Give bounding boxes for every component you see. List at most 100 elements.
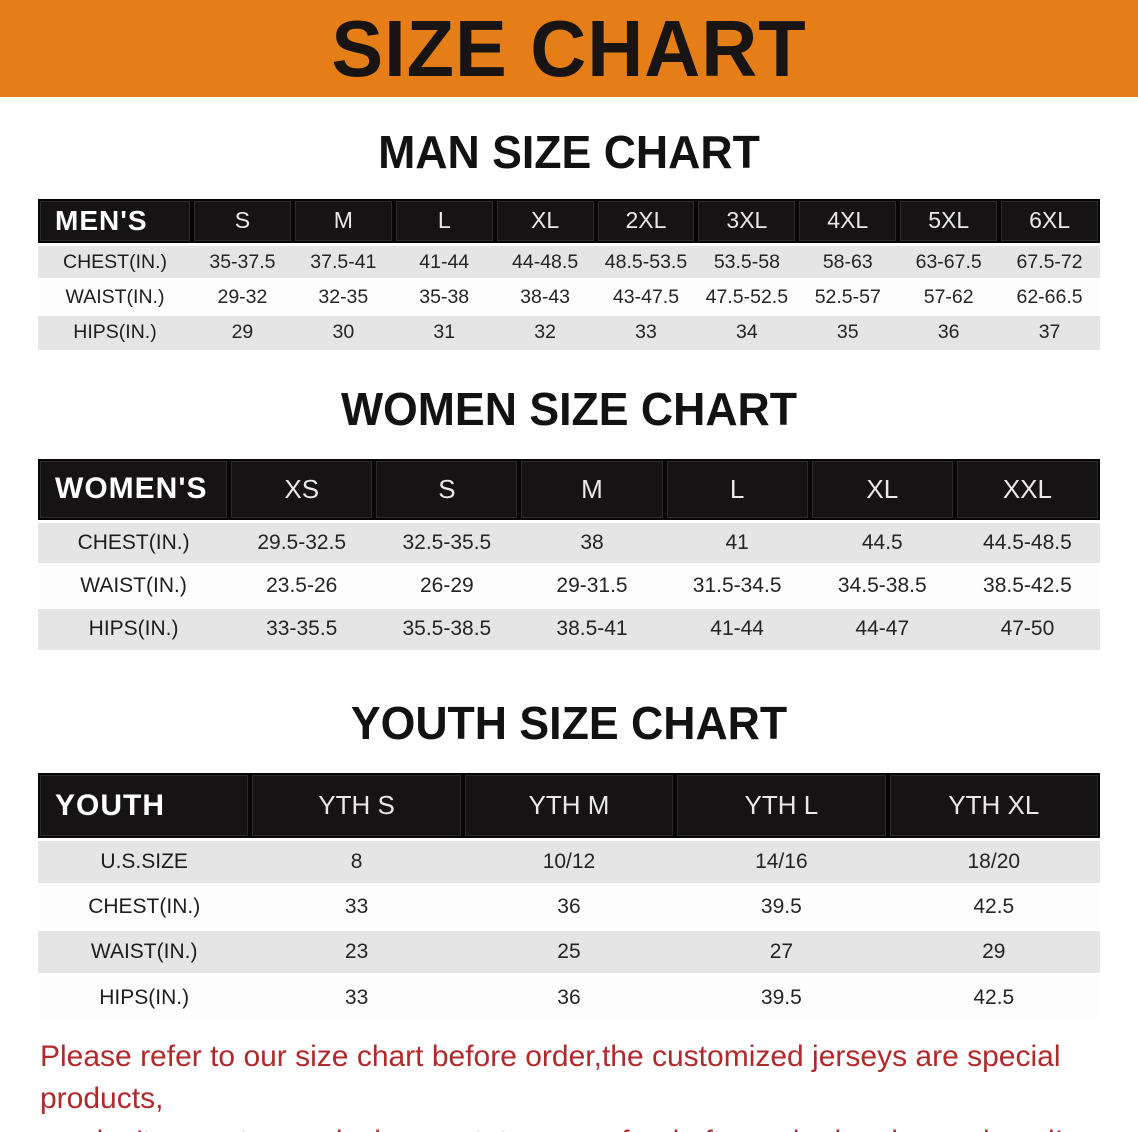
women-column-header: XXL	[954, 459, 1100, 522]
youth-column-header: YTH XL	[887, 772, 1100, 840]
size-value-cell: 35	[797, 313, 899, 350]
size-value-cell: 33	[250, 973, 463, 1020]
size-value-cell: 26-29	[374, 562, 520, 608]
size-value-cell: 37	[999, 313, 1100, 350]
size-value-cell: 31.5-34.5	[664, 562, 810, 608]
size-value-cell: 35-38	[393, 278, 495, 315]
size-value-cell: 62-66.5	[999, 278, 1100, 315]
size-value-cell: 47-50	[954, 605, 1100, 651]
youth-column-header: YTH M	[462, 772, 676, 840]
youth-section-heading: YOUTH SIZE CHART	[350, 697, 788, 750]
size-value-cell: 8	[250, 838, 463, 885]
size-value-cell: 38.5-41	[519, 605, 665, 651]
footer-line-2: we don't accept cancel, change, teturn o…	[40, 1121, 1100, 1132]
size-value-cell: 41-44	[664, 605, 810, 651]
size-value-cell: 52.5-57	[797, 278, 899, 315]
size-value-cell: 33	[595, 313, 697, 350]
size-value-cell: 34	[696, 313, 798, 350]
size-value-cell: 32	[494, 313, 596, 350]
size-value-cell: 29-32	[191, 278, 293, 315]
youth-header-row: YOUTH YTH S YTH M YTH L YTH XL	[38, 772, 1100, 840]
size-value-cell: 33	[250, 883, 463, 930]
row-label: WAIST(IN.)	[38, 278, 192, 315]
size-value-cell: 39.5	[675, 973, 888, 1020]
men-header-row: MEN'S S M L XL 2XL 3XL 4XL 5XL 6XL	[38, 198, 1100, 245]
size-value-cell: 41-44	[393, 243, 495, 280]
size-value-cell: 48.5-53.5	[595, 243, 697, 280]
women-column-header: L	[664, 459, 810, 522]
women-table-row: HIPS(IN.) 33-35.5 35.5-38.5 38.5-41 41-44 44-…	[38, 605, 1100, 651]
size-value-cell: 35.5-38.5	[374, 605, 520, 651]
size-value-cell: 58-63	[797, 243, 899, 280]
men-column-header: 2XL	[595, 198, 697, 245]
size-value-cell: 29	[191, 313, 293, 350]
women-header-row: WOMEN'S XS S M L XL XXL	[38, 459, 1100, 522]
men-table-row: CHEST(IN.) 35-37.5 37.5-41 41-44 44-48.5 48.5…	[38, 243, 1100, 280]
row-label: CHEST(IN.)	[38, 243, 192, 280]
size-value-cell: 23	[250, 928, 463, 975]
men-column-header: S	[191, 198, 293, 245]
men-section-heading: MAN SIZE CHART	[378, 126, 760, 178]
row-label: CHEST(IN.)	[38, 519, 230, 565]
women-section-heading: WOMEN SIZE CHART	[340, 382, 798, 435]
size-value-cell: 29.5-32.5	[229, 519, 375, 565]
size-value-cell: 34.5-38.5	[809, 562, 955, 608]
size-value-cell: 36	[898, 313, 1000, 350]
banner: SIZE CHART	[0, 0, 1138, 97]
size-value-cell: 63-67.5	[898, 243, 1000, 280]
size-value-cell: 38.5-42.5	[954, 562, 1100, 608]
size-value-cell: 37.5-41	[292, 243, 394, 280]
youth-size-table: YOUTH YTH S YTH M YTH L YTH XL U.S.SIZE 8 10/12…	[38, 772, 1100, 1020]
youth-table-row: U.S.SIZE 8 10/12 14/16 18/20	[38, 838, 1100, 885]
size-value-cell: 38-43	[494, 278, 596, 315]
size-value-cell: 33-35.5	[229, 605, 375, 651]
size-value-cell: 18/20	[887, 838, 1100, 885]
size-value-cell: 29-31.5	[519, 562, 665, 608]
women-column-header: S	[374, 459, 520, 522]
size-value-cell: 25	[462, 928, 676, 975]
size-chart-sections: MAN SIZE CHART MEN'S S M L XL 2XL 3XL 4XL 5XL 6XL C…	[0, 127, 1138, 1020]
youth-table-title: YOUTH	[38, 772, 251, 840]
section-youth: YOUTH SIZE CHART YOUTH YTH S YTH M YTH L YTH …	[38, 698, 1100, 1020]
women-column-header: XL	[809, 459, 955, 522]
row-label: WAIST(IN.)	[38, 562, 230, 608]
row-label: HIPS(IN.)	[38, 605, 230, 651]
size-value-cell: 36	[462, 883, 676, 930]
size-value-cell: 30	[292, 313, 394, 350]
women-table-title: WOMEN'S	[38, 459, 230, 522]
size-value-cell: 29	[887, 928, 1100, 975]
women-table-row: WAIST(IN.) 23.5-26 26-29 29-31.5 31.5-34.5 34…	[38, 562, 1100, 608]
women-table-row: CHEST(IN.) 29.5-32.5 32.5-35.5 38 41 44.5 44.5…	[38, 519, 1100, 565]
size-value-cell: 10/12	[462, 838, 676, 885]
size-value-cell: 41	[664, 519, 810, 565]
size-value-cell: 42.5	[887, 883, 1100, 930]
youth-column-header: YTH L	[675, 772, 888, 840]
size-value-cell: 67.5-72	[999, 243, 1100, 280]
men-table-row: WAIST(IN.) 29-32 32-35 35-38 38-43 43-47.5 47.…	[38, 278, 1100, 315]
women-size-table: WOMEN'S XS S M L XL XXL CHEST(IN.) 29.5-32.5 32.5…	[38, 459, 1100, 651]
size-value-cell: 44-48.5	[494, 243, 596, 280]
youth-table-row: CHEST(IN.) 33 36 39.5 42.5	[38, 883, 1100, 930]
row-label: WAIST(IN.)	[38, 928, 251, 975]
women-column-header: M	[519, 459, 665, 522]
youth-table-row: WAIST(IN.) 23 25 27 29	[38, 928, 1100, 975]
size-value-cell: 32-35	[292, 278, 394, 315]
section-women: WOMEN SIZE CHART WOMEN'S XS S M L XL XXL CHEST(I…	[38, 382, 1100, 651]
row-label: HIPS(IN.)	[38, 973, 251, 1020]
size-value-cell: 47.5-52.5	[696, 278, 798, 315]
size-value-cell: 31	[393, 313, 495, 350]
youth-table-row: HIPS(IN.) 33 36 39.5 42.5	[38, 973, 1100, 1020]
size-value-cell: 57-62	[898, 278, 1000, 315]
section-men: MAN SIZE CHART MEN'S S M L XL 2XL 3XL 4XL 5XL 6XL C…	[38, 127, 1100, 350]
size-value-cell: 42.5	[887, 973, 1100, 1020]
men-column-header: XL	[494, 198, 596, 245]
size-value-cell: 44.5-48.5	[954, 519, 1100, 565]
size-value-cell: 35-37.5	[191, 243, 293, 280]
size-value-cell: 14/16	[675, 838, 888, 885]
women-column-header: XS	[229, 459, 375, 522]
size-value-cell: 53.5-58	[696, 243, 798, 280]
footer-disclaimer: Please refer to our size chart before or…	[40, 1036, 1100, 1132]
size-value-cell: 44.5	[809, 519, 955, 565]
men-size-table: MEN'S S M L XL 2XL 3XL 4XL 5XL 6XL CHEST(IN.) 35-37…	[38, 198, 1100, 350]
men-table-title: MEN'S	[38, 198, 192, 245]
